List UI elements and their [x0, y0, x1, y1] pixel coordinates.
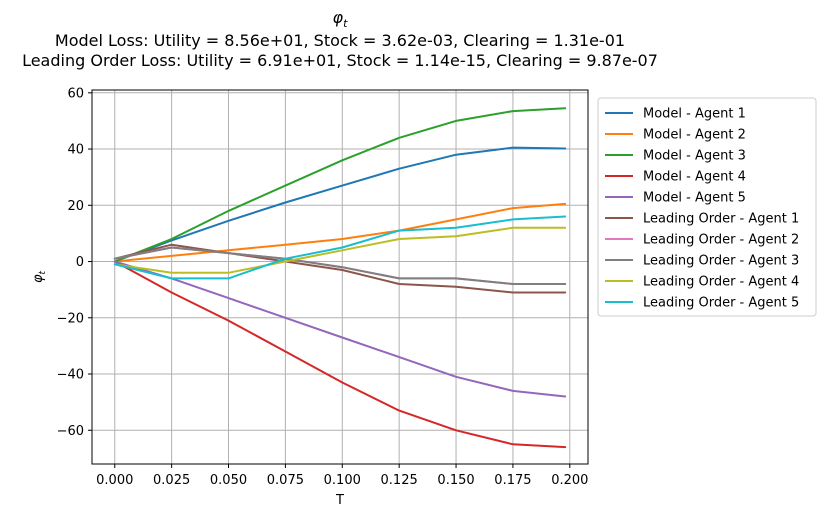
- legend-entry: Leading Order - Agent 2: [643, 233, 799, 248]
- series-line-4: [113, 260, 567, 449]
- x-tick-label: 0.175: [494, 473, 531, 488]
- y-tick-label: 60: [67, 86, 84, 101]
- x-tick-label: 0.000: [96, 473, 133, 488]
- legend-entry: Model - Agent 3: [643, 149, 746, 164]
- chart-subtitle-leading-order-loss: Leading Order Loss: Utility = 6.91e+01, …: [22, 51, 658, 70]
- legend-entry: Leading Order - Agent 4: [643, 275, 799, 290]
- x-tick-label: 0.075: [267, 473, 304, 488]
- series-line-8: [113, 246, 567, 285]
- plot-frame: [91, 89, 589, 465]
- legend: Model - Agent 1 Model - Agent 2 Model - Ag…: [597, 97, 817, 317]
- series-line-1: [113, 146, 567, 263]
- series-line-2: [113, 202, 567, 263]
- series-line-6: [113, 243, 567, 294]
- legend-entry: Model - Agent 5: [643, 191, 746, 206]
- y-axis-label: φt: [31, 270, 48, 283]
- x-tick-label: 0.050: [210, 473, 247, 488]
- chart-title: φt: [333, 8, 349, 30]
- y-tick-label: 0: [76, 255, 84, 270]
- x-tick-label: 0.150: [437, 473, 474, 488]
- y-tick-label: −20: [57, 311, 84, 326]
- legend-entry: Model - Agent 1: [643, 107, 746, 122]
- series-lines: [113, 107, 567, 449]
- legend-frame: [597, 97, 817, 317]
- series-line-9: [113, 226, 567, 274]
- x-axis-ticks: 0.000 0.025 0.050 0.075 0.100 0.125 0.150 0.175…: [96, 464, 588, 488]
- legend-entry: Model - Agent 4: [643, 170, 746, 185]
- y-tick-label: −40: [57, 368, 84, 383]
- y-axis-ticks: −60 −40 −20 0 20 40 60: [57, 86, 92, 439]
- legend-entry: Leading Order - Agent 1: [643, 212, 799, 227]
- series-line-10: [113, 215, 567, 280]
- series-line-3: [113, 107, 567, 263]
- chart-subtitle-model-loss: Model Loss: Utility = 8.56e+01, Stock = …: [55, 31, 625, 50]
- x-tick-label: 0.025: [153, 473, 190, 488]
- x-tick-label: 0.100: [324, 473, 361, 488]
- x-tick-label: 0.200: [551, 473, 588, 488]
- grid-lines: [92, 90, 588, 464]
- legend-entry: Leading Order - Agent 3: [643, 254, 799, 269]
- y-tick-label: 20: [67, 199, 84, 214]
- x-tick-label: 0.125: [381, 473, 418, 488]
- legend-entry: Model - Agent 2: [643, 128, 746, 143]
- legend-entry: Leading Order - Agent 5: [643, 296, 799, 311]
- y-tick-label: 40: [67, 143, 84, 158]
- y-tick-label: −60: [57, 424, 84, 439]
- series-line-5: [113, 260, 567, 398]
- x-axis-label: T: [335, 493, 344, 508]
